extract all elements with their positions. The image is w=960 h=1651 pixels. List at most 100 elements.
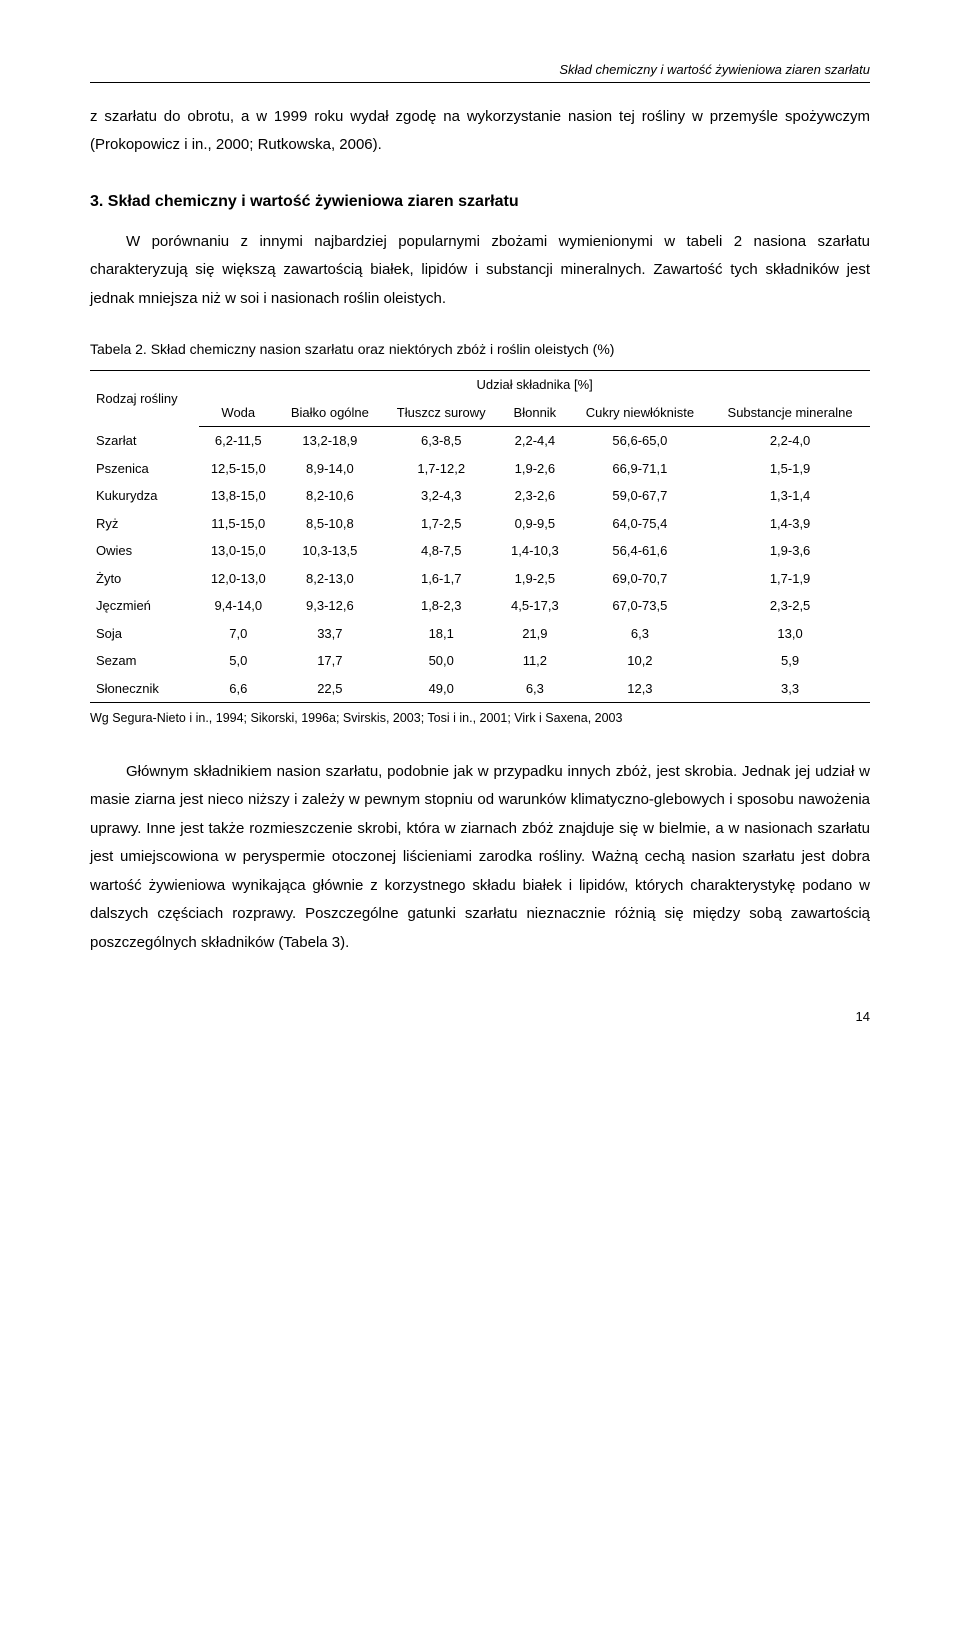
cell-blonnik: 1,9-2,5 bbox=[500, 565, 570, 593]
cell-bialko: 8,2-10,6 bbox=[277, 482, 382, 510]
cell-name: Owies bbox=[90, 537, 199, 565]
col-header-rodzaj: Rodzaj rośliny bbox=[90, 371, 199, 427]
paragraph-continuation: z szarłatu do obrotu, a w 1999 roku wyda… bbox=[90, 103, 870, 160]
cell-blonnik: 11,2 bbox=[500, 647, 570, 675]
cell-blonnik: 4,5-17,3 bbox=[500, 592, 570, 620]
cell-blonnik: 1,9-2,6 bbox=[500, 455, 570, 483]
cell-subst: 2,2-4,0 bbox=[710, 427, 870, 455]
cell-tluszcz: 50,0 bbox=[382, 647, 500, 675]
header-divider bbox=[90, 82, 870, 83]
cell-bialko: 8,9-14,0 bbox=[277, 455, 382, 483]
cell-cukry: 66,9-71,1 bbox=[570, 455, 710, 483]
cell-tluszcz: 1,7-2,5 bbox=[382, 510, 500, 538]
col-header-subst: Substancje mineralne bbox=[710, 399, 870, 427]
cell-cukry: 67,0-73,5 bbox=[570, 592, 710, 620]
cell-woda: 13,8-15,0 bbox=[199, 482, 277, 510]
section-heading: 3. Skład chemiczny i wartość żywieniowa … bbox=[90, 190, 870, 214]
cell-name: Jęczmień bbox=[90, 592, 199, 620]
cell-subst: 13,0 bbox=[710, 620, 870, 648]
cell-name: Sezam bbox=[90, 647, 199, 675]
table-row: Słonecznik6,622,549,06,312,33,3 bbox=[90, 675, 870, 703]
cell-cukry: 56,6-65,0 bbox=[570, 427, 710, 455]
cell-subst: 1,5-1,9 bbox=[710, 455, 870, 483]
cell-subst: 5,9 bbox=[710, 647, 870, 675]
cell-woda: 6,2-11,5 bbox=[199, 427, 277, 455]
col-header-cukry: Cukry niewłókniste bbox=[570, 399, 710, 427]
table-row: Jęczmień9,4-14,09,3-12,61,8-2,34,5-17,36… bbox=[90, 592, 870, 620]
col-header-tluszcz: Tłuszcz surowy bbox=[382, 399, 500, 427]
cell-woda: 9,4-14,0 bbox=[199, 592, 277, 620]
page-number: 14 bbox=[90, 1007, 870, 1027]
table-row: Sezam5,017,750,011,210,25,9 bbox=[90, 647, 870, 675]
cell-name: Pszenica bbox=[90, 455, 199, 483]
cell-tluszcz: 49,0 bbox=[382, 675, 500, 703]
cell-bialko: 10,3-13,5 bbox=[277, 537, 382, 565]
cell-name: Soja bbox=[90, 620, 199, 648]
table-caption: Tabela 2. Skład chemiczny nasion szarłat… bbox=[90, 339, 870, 360]
table-row: Ryż11,5-15,08,5-10,81,7-2,50,9-9,564,0-7… bbox=[90, 510, 870, 538]
cell-bialko: 13,2-18,9 bbox=[277, 427, 382, 455]
table-row: Owies13,0-15,010,3-13,54,8-7,51,4-10,356… bbox=[90, 537, 870, 565]
cell-name: Szarłat bbox=[90, 427, 199, 455]
cell-woda: 12,5-15,0 bbox=[199, 455, 277, 483]
paragraph-main: Głównym składnikiem nasion szarłatu, pod… bbox=[90, 758, 870, 958]
cell-bialko: 17,7 bbox=[277, 647, 382, 675]
cell-tluszcz: 3,2-4,3 bbox=[382, 482, 500, 510]
cell-bialko: 22,5 bbox=[277, 675, 382, 703]
cell-name: Żyto bbox=[90, 565, 199, 593]
cell-woda: 11,5-15,0 bbox=[199, 510, 277, 538]
cell-woda: 5,0 bbox=[199, 647, 277, 675]
cell-cukry: 56,4-61,6 bbox=[570, 537, 710, 565]
cell-name: Kukurydza bbox=[90, 482, 199, 510]
cell-blonnik: 21,9 bbox=[500, 620, 570, 648]
col-header-bialko: Białko ogólne bbox=[277, 399, 382, 427]
col-group-udzial: Udział składnika [%] bbox=[199, 371, 870, 399]
col-header-blonnik: Błonnik bbox=[500, 399, 570, 427]
cell-tluszcz: 1,7-12,2 bbox=[382, 455, 500, 483]
cell-bialko: 8,2-13,0 bbox=[277, 565, 382, 593]
col-header-woda: Woda bbox=[199, 399, 277, 427]
cell-tluszcz: 4,8-7,5 bbox=[382, 537, 500, 565]
cell-blonnik: 2,3-2,6 bbox=[500, 482, 570, 510]
table-row: Żyto12,0-13,08,2-13,01,6-1,71,9-2,569,0-… bbox=[90, 565, 870, 593]
composition-table: Rodzaj rośliny Udział składnika [%] Woda… bbox=[90, 370, 870, 703]
section-title: Skład chemiczny i wartość żywieniowa zia… bbox=[108, 193, 519, 210]
table-row: Kukurydza13,8-15,08,2-10,63,2-4,32,3-2,6… bbox=[90, 482, 870, 510]
cell-tluszcz: 6,3-8,5 bbox=[382, 427, 500, 455]
cell-subst: 1,9-3,6 bbox=[710, 537, 870, 565]
cell-subst: 1,3-1,4 bbox=[710, 482, 870, 510]
cell-woda: 13,0-15,0 bbox=[199, 537, 277, 565]
cell-cukry: 64,0-75,4 bbox=[570, 510, 710, 538]
cell-tluszcz: 1,6-1,7 bbox=[382, 565, 500, 593]
cell-woda: 12,0-13,0 bbox=[199, 565, 277, 593]
cell-name: Słonecznik bbox=[90, 675, 199, 703]
table-row: Soja7,033,718,121,96,313,0 bbox=[90, 620, 870, 648]
table-row: Szarłat6,2-11,513,2-18,96,3-8,52,2-4,456… bbox=[90, 427, 870, 455]
table-row: Pszenica12,5-15,08,9-14,01,7-12,21,9-2,6… bbox=[90, 455, 870, 483]
cell-cukry: 69,0-70,7 bbox=[570, 565, 710, 593]
cell-cukry: 59,0-67,7 bbox=[570, 482, 710, 510]
cell-cukry: 12,3 bbox=[570, 675, 710, 703]
cell-subst: 3,3 bbox=[710, 675, 870, 703]
cell-subst: 2,3-2,5 bbox=[710, 592, 870, 620]
table-source: Wg Segura-Nieto i in., 1994; Sikorski, 1… bbox=[90, 709, 870, 728]
cell-bialko: 8,5-10,8 bbox=[277, 510, 382, 538]
cell-name: Ryż bbox=[90, 510, 199, 538]
cell-tluszcz: 1,8-2,3 bbox=[382, 592, 500, 620]
section-number: 3. bbox=[90, 193, 103, 210]
paragraph-intro: W porównaniu z innymi najbardziej popula… bbox=[90, 228, 870, 314]
cell-blonnik: 2,2-4,4 bbox=[500, 427, 570, 455]
running-header: Skład chemiczny i wartość żywieniowa zia… bbox=[90, 60, 870, 80]
cell-bialko: 9,3-12,6 bbox=[277, 592, 382, 620]
cell-cukry: 10,2 bbox=[570, 647, 710, 675]
cell-cukry: 6,3 bbox=[570, 620, 710, 648]
cell-subst: 1,4-3,9 bbox=[710, 510, 870, 538]
cell-bialko: 33,7 bbox=[277, 620, 382, 648]
cell-woda: 7,0 bbox=[199, 620, 277, 648]
cell-blonnik: 6,3 bbox=[500, 675, 570, 703]
cell-subst: 1,7-1,9 bbox=[710, 565, 870, 593]
cell-blonnik: 0,9-9,5 bbox=[500, 510, 570, 538]
cell-woda: 6,6 bbox=[199, 675, 277, 703]
cell-tluszcz: 18,1 bbox=[382, 620, 500, 648]
cell-blonnik: 1,4-10,3 bbox=[500, 537, 570, 565]
